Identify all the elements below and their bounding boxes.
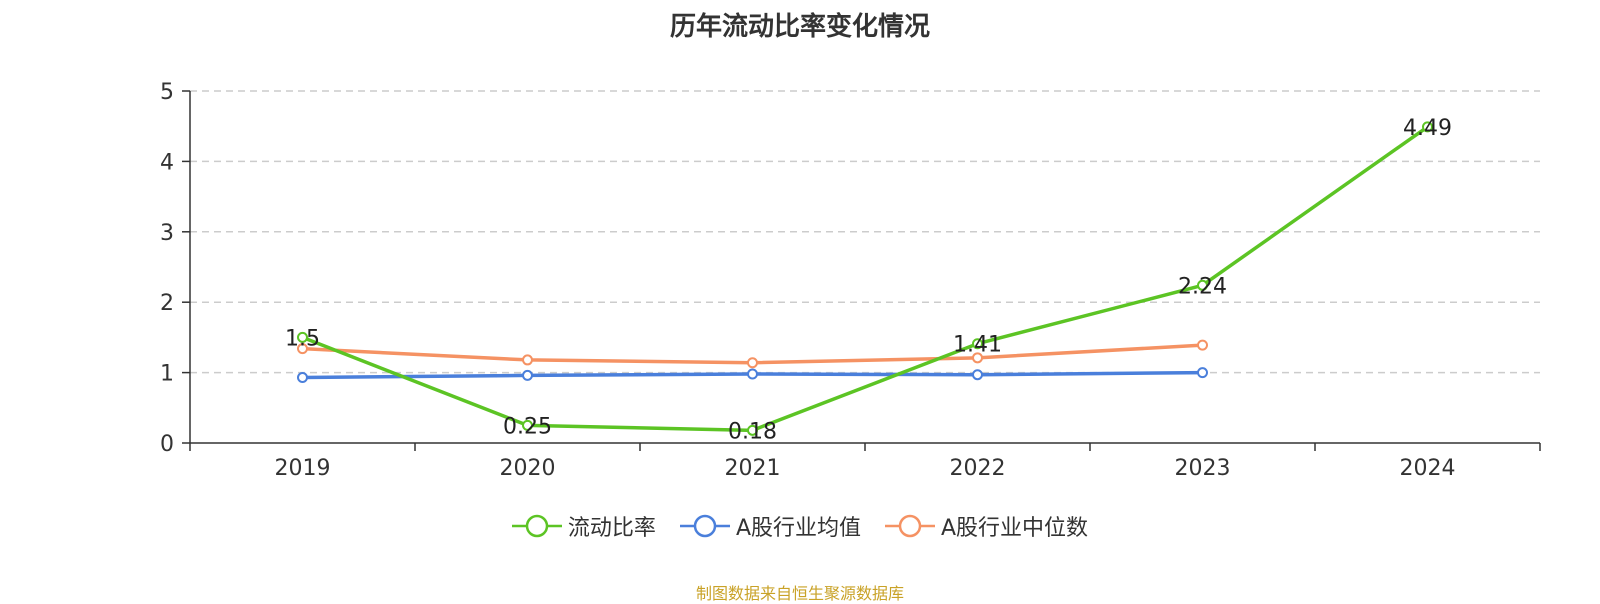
y-tick-label: 2 [160, 291, 174, 316]
legend-item-0[interactable]: 流动比率 [511, 510, 656, 542]
data-label: 4.49 [1403, 116, 1452, 141]
data-point-marker [522, 419, 533, 431]
data-point-marker [1197, 367, 1208, 379]
x-tick-label: 2019 [275, 456, 331, 481]
data-label: 1.5 [285, 326, 320, 351]
data-label: 0.25 [503, 414, 552, 439]
data-point-marker [972, 352, 983, 364]
data-label: 2.24 [1178, 274, 1227, 299]
data-point-marker [972, 338, 983, 350]
x-tick-label: 2024 [1400, 456, 1456, 481]
y-tick-label: 0 [160, 432, 174, 457]
data-point-marker [1197, 279, 1208, 291]
series-lines [297, 121, 1433, 436]
legend-item-2[interactable]: A股行业中位数 [885, 510, 1088, 542]
source-note: 制图数据来自恒生聚源数据库 [695, 584, 904, 603]
y-tick-label: 5 [160, 80, 174, 105]
data-label: 0.18 [728, 419, 777, 444]
data-point-marker [522, 354, 533, 366]
y-tick-label: 1 [160, 362, 174, 387]
data-point-marker [1422, 121, 1433, 133]
data-point-marker [747, 424, 758, 436]
x-tick-label: 2022 [950, 456, 1006, 481]
data-point-marker [297, 343, 308, 355]
legend-label: 流动比率 [567, 516, 656, 541]
y-tick-label: 3 [160, 221, 174, 246]
legend-line-circle-icon [679, 514, 730, 538]
legend-line-circle-icon [885, 514, 935, 538]
data-point-marker [522, 369, 533, 381]
y-tick-label: 4 [160, 150, 174, 175]
data-labels: 1.5 0.25 0.18 1.41 2.24 4.49 [285, 116, 1452, 444]
data-point-marker [747, 368, 758, 380]
data-point-marker [1197, 339, 1208, 351]
x-tick-label: 2021 [725, 456, 781, 481]
legend: 流动比率 A股行业均值 A股行业中位数 [0, 510, 1600, 542]
data-point-marker [972, 369, 983, 381]
grid-lines [190, 90, 1540, 374]
data-point-marker [297, 331, 308, 343]
data-point-marker [297, 372, 308, 384]
legend-line-circle-icon [511, 514, 562, 538]
chart-title: 历年流动比率变化情况 [669, 12, 930, 42]
axes: 0 1 2 3 4 5 2019 2020 2021 2022 2023 2024 [160, 80, 1541, 481]
x-tick-label: 2023 [1175, 456, 1231, 481]
data-point-marker [747, 357, 758, 369]
series-line-0 [301, 125, 1429, 433]
legend-label: A股行业均值 [735, 516, 861, 541]
legend-item-1[interactable]: A股行业均值 [679, 510, 861, 542]
x-tick-label: 2020 [500, 456, 556, 481]
data-label: 1.41 [953, 333, 1002, 358]
legend-label: A股行业中位数 [941, 516, 1089, 541]
